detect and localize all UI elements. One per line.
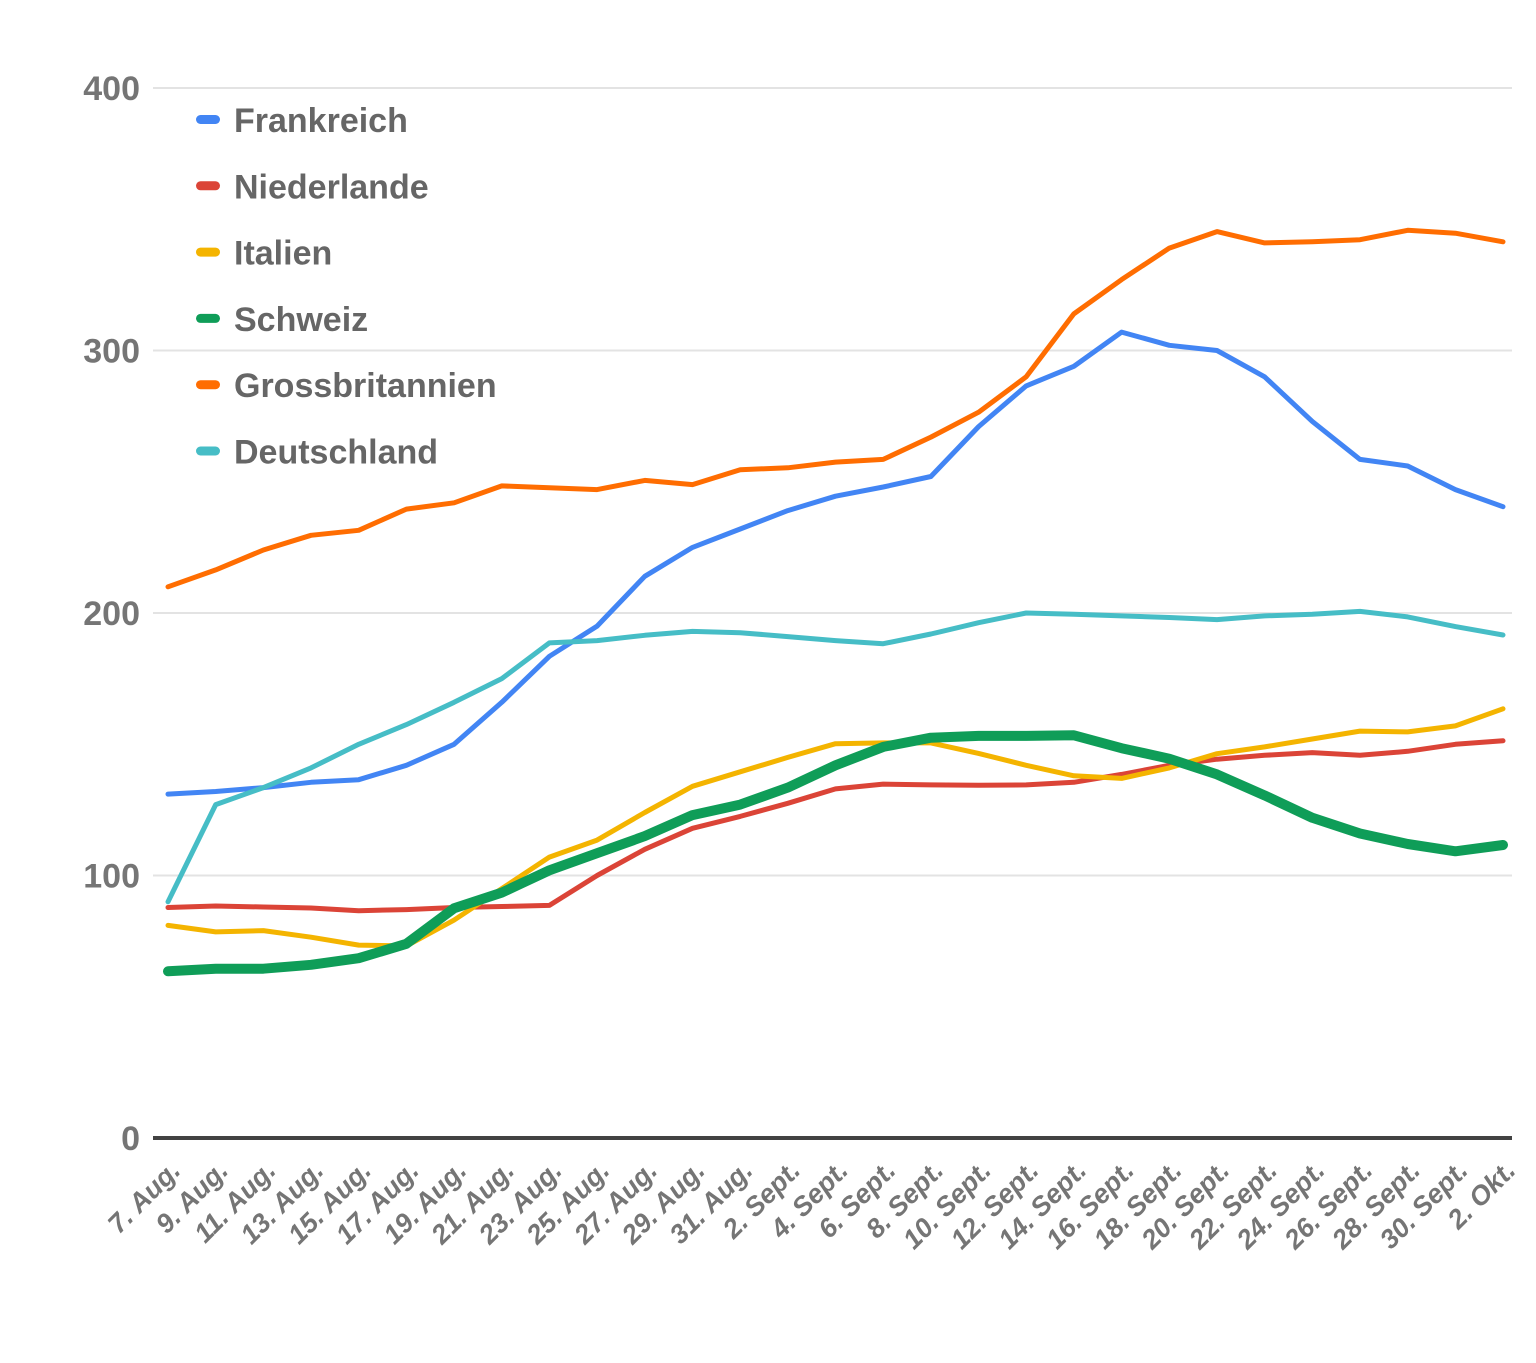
gridlines xyxy=(153,87,1512,1140)
legend-label-deutschland: Deutschland xyxy=(234,434,438,472)
legend-item-schweiz: Schweiz xyxy=(196,301,368,339)
legend-label-schweiz: Schweiz xyxy=(234,301,368,339)
legend-label-frankreich: Frankreich xyxy=(234,102,408,140)
legend-swatch-frankreich-icon xyxy=(196,115,220,124)
legend-swatch-niederlande-icon xyxy=(196,181,220,191)
legend-item-niederlande: Niederlande xyxy=(196,168,429,206)
x-axis-labels: 7. Aug.9. Aug.11. Aug.13. Aug.15. Aug.17… xyxy=(102,1155,1521,1255)
legend-label-italien: Italien xyxy=(234,235,332,273)
legend-item-frankreich: Frankreich xyxy=(196,102,408,140)
y-tick-label-300: 300 xyxy=(83,333,140,371)
legend-swatch-schweiz-icon xyxy=(196,313,220,323)
legend-label-grossbritannien: Grossbritannien xyxy=(234,367,497,405)
legend-swatch-italien-icon xyxy=(196,247,220,257)
series-line-frankreich[interactable] xyxy=(165,329,1506,797)
chart-legend: Frankreich Niederlande Italien Schweiz Gross… xyxy=(196,102,497,472)
legend-item-italien: Italien xyxy=(196,235,332,273)
legend-swatch-grossbritannien-icon xyxy=(196,380,220,390)
legend-item-grossbritannien: Grossbritannien xyxy=(196,367,497,405)
legend-label-niederlande: Niederlande xyxy=(234,168,429,206)
y-tick-label-200: 200 xyxy=(83,595,140,633)
legend-item-deutschland: Deutschland xyxy=(196,434,438,472)
y-tick-label-400: 400 xyxy=(83,70,140,108)
series-line-niederlande[interactable] xyxy=(165,738,1506,914)
y-axis-labels: 0 100 200 300 400 xyxy=(83,70,140,1158)
y-tick-label-100: 100 xyxy=(83,858,140,896)
series-line-schweiz[interactable] xyxy=(163,730,1508,977)
legend-swatch-deutschland-icon xyxy=(196,446,220,456)
series-line-grossbritannien[interactable] xyxy=(165,227,1506,590)
series-line-deutschland[interactable] xyxy=(165,608,1506,905)
y-tick-label-0: 0 xyxy=(121,1120,140,1158)
data-series xyxy=(163,227,1508,977)
